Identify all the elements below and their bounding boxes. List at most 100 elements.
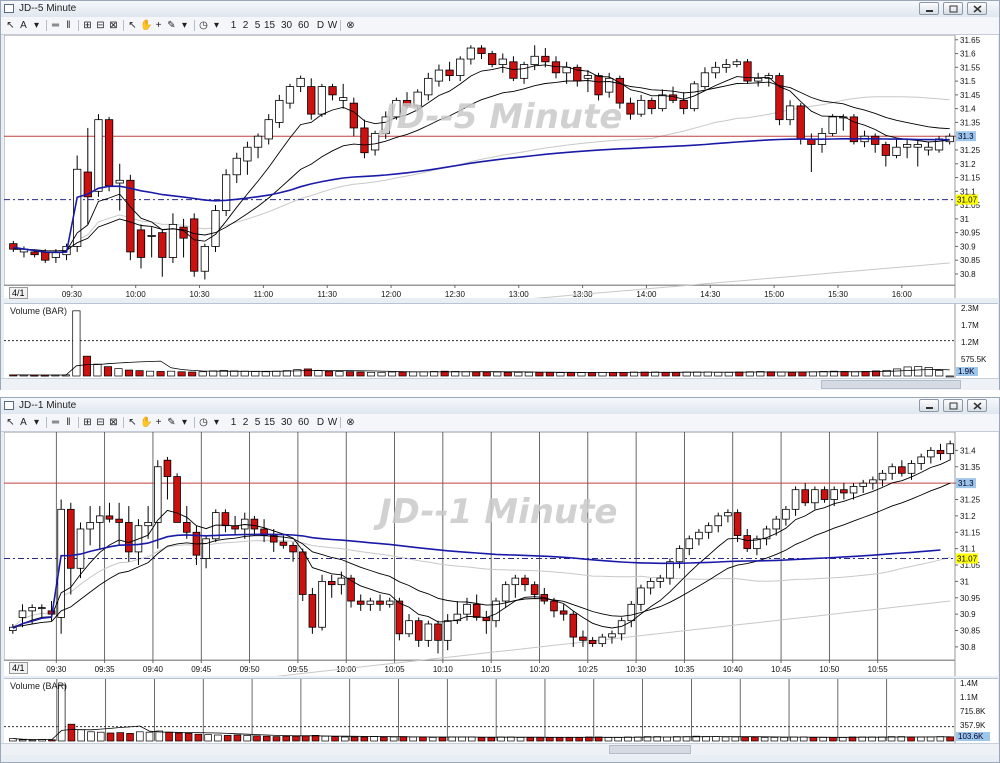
- chart-toolbar: ↖ A ▾ ═ ‖ ⊞ ⊟ ⊠ ↖ ✋ + ✎ ▾ ◷ ▾ 1 2 5 15 30 60 D W ⊗: [1, 17, 999, 35]
- candle: [402, 92, 412, 109]
- candle: [913, 138, 922, 167]
- cursor-icon[interactable]: ↖: [6, 417, 15, 428]
- volume-bar: [48, 739, 56, 742]
- period-button-d[interactable]: D: [316, 20, 325, 31]
- dropdown-icon[interactable]: ▾: [181, 417, 188, 428]
- dropdown-icon[interactable]: ▾: [213, 417, 220, 428]
- candle-body: [791, 489, 800, 510]
- cursor-icon[interactable]: ↖: [6, 20, 15, 31]
- candle: [562, 61, 571, 84]
- bars-icon[interactable]: ‖: [66, 417, 71, 428]
- volume-last-tag-bg: [956, 367, 978, 376]
- pointer-icon[interactable]: ↖: [128, 20, 137, 31]
- volume-bar: [577, 372, 586, 377]
- candle: [888, 463, 896, 480]
- volume-bar: [165, 731, 173, 742]
- zoom-in-icon[interactable]: ⊞: [83, 20, 92, 31]
- scrollbar-thumb[interactable]: [821, 380, 961, 389]
- dropdown-icon[interactable]: ▾: [33, 417, 40, 428]
- draw-icon[interactable]: ✎: [167, 20, 176, 31]
- volume-panel-1min[interactable]: Volume (BAR) 1.4M 1.1M 715.8K 357.9K 103.6K: [4, 678, 998, 743]
- zoom-fit-icon[interactable]: ⊠: [109, 20, 118, 31]
- candle: [488, 50, 497, 68]
- zoom-out-icon[interactable]: ⊟: [96, 417, 105, 428]
- candle: [392, 97, 401, 120]
- bars-icon[interactable]: ‖: [66, 20, 71, 31]
- cancel-icon[interactable]: ⊗: [346, 417, 355, 428]
- period-button-w[interactable]: W: [327, 20, 338, 31]
- period-button-30[interactable]: 30: [281, 20, 293, 31]
- volume-bar: [126, 733, 134, 742]
- volume-bar: [619, 371, 628, 377]
- x-tick-label: 15:30: [828, 290, 849, 298]
- volume-bar: [409, 371, 418, 377]
- sma-long-line: [12, 540, 951, 628]
- scrollbar-thumb[interactable]: [609, 745, 691, 754]
- maximize-button[interactable]: [943, 399, 963, 412]
- candle: [264, 114, 273, 145]
- price-plot-5min[interactable]: JD--5 Minute 30.8 30.85 30.9 30.95 31 31.05 31…: [3, 34, 998, 344]
- zoom-in-icon[interactable]: ⊞: [83, 417, 92, 428]
- zoom-fit-icon[interactable]: ⊠: [109, 417, 118, 428]
- dropdown-icon[interactable]: ▾: [181, 20, 188, 31]
- cancel-icon[interactable]: ⊗: [346, 20, 355, 31]
- period-button-1[interactable]: 1: [230, 417, 237, 428]
- close-button[interactable]: [967, 399, 987, 412]
- pointer-icon[interactable]: ↖: [128, 417, 137, 428]
- volume-bar: [535, 371, 544, 377]
- period-button-60[interactable]: 60: [298, 20, 310, 31]
- volume-bar: [223, 735, 232, 742]
- maximize-button[interactable]: [943, 2, 963, 15]
- text-tool-icon[interactable]: A: [20, 20, 27, 31]
- dropdown-icon[interactable]: ▾: [33, 20, 40, 31]
- period-button-w[interactable]: W: [327, 417, 338, 428]
- volume-bar: [467, 736, 476, 742]
- period-button-1[interactable]: 1: [230, 20, 237, 31]
- dropdown-icon[interactable]: ▾: [213, 20, 220, 31]
- candle: [840, 483, 848, 500]
- minimize-button[interactable]: [919, 399, 939, 412]
- period-button-15[interactable]: 15: [264, 20, 276, 31]
- candle: [881, 141, 890, 167]
- volume-bar: [935, 369, 944, 377]
- horizontal-scrollbar[interactable]: [1, 378, 999, 390]
- close-button[interactable]: [967, 2, 987, 15]
- zoom-out-icon[interactable]: ⊟: [96, 20, 105, 31]
- minimize-button[interactable]: [919, 2, 939, 15]
- y-tick-label: 30.8: [960, 643, 976, 652]
- x-tick-label: 12:00: [381, 290, 402, 298]
- candle-body: [550, 600, 558, 612]
- period-button-60[interactable]: 60: [298, 417, 310, 428]
- clock-icon[interactable]: ◷: [199, 417, 208, 428]
- hand-icon[interactable]: ✋: [140, 417, 153, 428]
- candle: [608, 630, 616, 644]
- candle: [96, 506, 104, 549]
- title-bar[interactable]: JD--5 Minute: [1, 1, 999, 18]
- draw-icon[interactable]: ✎: [167, 417, 176, 428]
- period-button-d[interactable]: D: [316, 417, 325, 428]
- x-tick-label: 13:00: [509, 290, 530, 298]
- hand-icon[interactable]: ✋: [140, 20, 153, 31]
- period-button-15[interactable]: 15: [264, 417, 276, 428]
- hline-icon[interactable]: ═: [51, 417, 60, 428]
- period-button-2[interactable]: 2: [242, 417, 249, 428]
- period-button-5[interactable]: 5: [254, 20, 261, 31]
- price-plot-1min[interactable]: JD--1 Minute 30.8 30.85 30.9 30.95 31 31.05 31…: [3, 431, 998, 707]
- candle: [381, 111, 390, 139]
- crosshair-icon[interactable]: +: [155, 20, 162, 31]
- volume-panel-5min[interactable]: Volume (BAR) 2.3M 1.7M 1.2M 575.5K 1.9K: [4, 303, 998, 378]
- horizontal-scrollbar[interactable]: [1, 743, 999, 755]
- period-button-2[interactable]: 2: [242, 20, 249, 31]
- period-button-5[interactable]: 5: [254, 417, 261, 428]
- candle-body: [434, 623, 442, 641]
- price-chart-svg: 30.8 30.85 30.9 30.95 31 31.05 31.1 31.15 31.2 31…: [3, 431, 981, 707]
- candle-body: [881, 144, 890, 156]
- crosshair-icon[interactable]: +: [155, 417, 162, 428]
- text-tool-icon[interactable]: A: [20, 417, 27, 428]
- volume-bar: [770, 737, 779, 742]
- period-button-30[interactable]: 30: [281, 417, 293, 428]
- title-bar[interactable]: JD--1 Minute: [1, 398, 999, 415]
- y-tick-label: 31.4: [960, 446, 976, 455]
- clock-icon[interactable]: ◷: [199, 20, 208, 31]
- hline-icon[interactable]: ═: [51, 20, 60, 31]
